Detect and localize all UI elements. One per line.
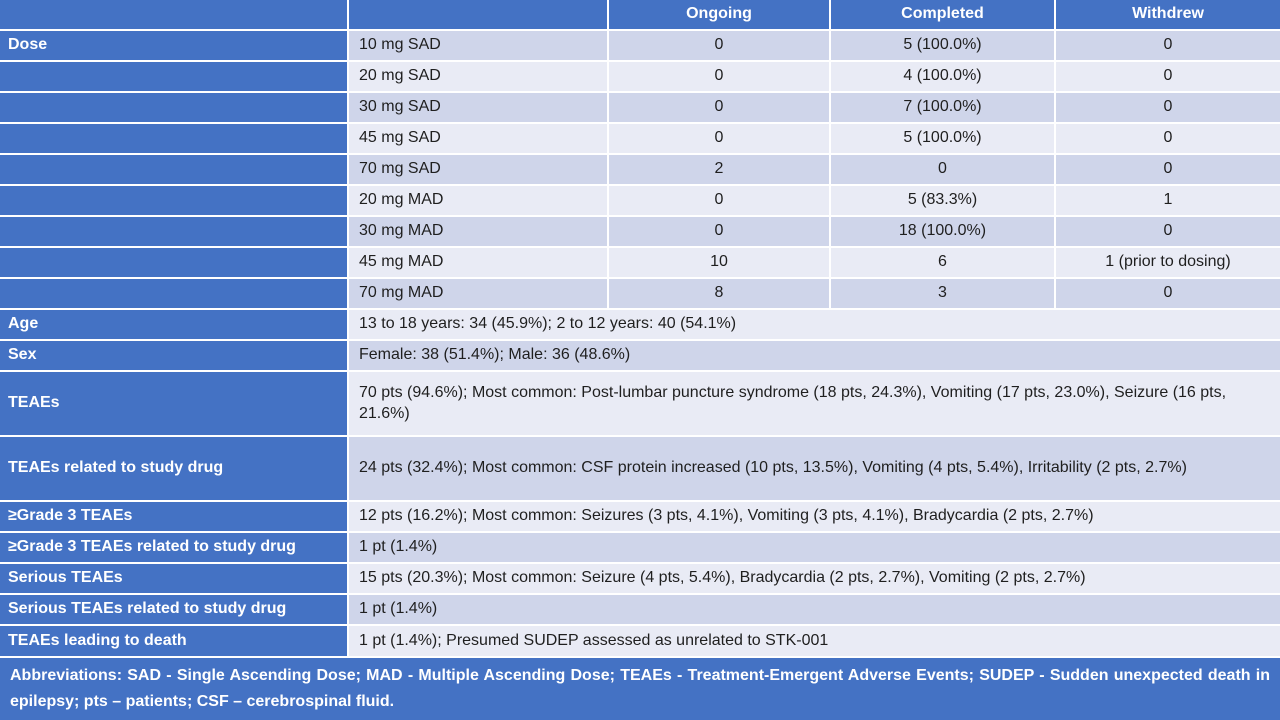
withdrew-cell: 0 bbox=[1054, 91, 1280, 124]
dose-row: 20 mg MAD 0 5 (83.3%) 1 bbox=[0, 184, 1280, 217]
row-label-cell: TEAEs leading to death bbox=[0, 624, 349, 657]
summary-row: Age 13 to 18 years: 34 (45.9%); 2 to 12 y… bbox=[0, 308, 1280, 341]
dose-row: 70 mg SAD 2 0 0 bbox=[0, 153, 1280, 186]
summary-row: ≥Grade 3 TEAEs 12 pts (16.2%); Most commo… bbox=[0, 500, 1280, 533]
ongoing-cell: 2 bbox=[607, 153, 831, 186]
ongoing-cell: 0 bbox=[607, 29, 831, 62]
completed-cell: 6 bbox=[829, 246, 1056, 279]
summary-row: TEAEs leading to death 1 pt (1.4%); Presu… bbox=[0, 624, 1280, 657]
dose-name-cell: 45 mg MAD bbox=[347, 246, 609, 279]
summary-row: Serious TEAEs 15 pts (20.3%); Most common… bbox=[0, 562, 1280, 595]
dose-row: 30 mg MAD 0 18 (100.0%) 0 bbox=[0, 215, 1280, 248]
dose-row: 30 mg SAD 0 7 (100.0%) 0 bbox=[0, 91, 1280, 124]
summary-value-cell: Female: 38 (51.4%); Male: 36 (48.6%) bbox=[347, 339, 1280, 372]
row-label-cell bbox=[0, 215, 349, 248]
row-label-cell: ≥Grade 3 TEAEs bbox=[0, 500, 349, 533]
summary-row: Sex Female: 38 (51.4%); Male: 36 (48.6%) bbox=[0, 339, 1280, 372]
withdrew-cell: 0 bbox=[1054, 277, 1280, 310]
withdrew-cell: 0 bbox=[1054, 153, 1280, 186]
summary-value-cell: 12 pts (16.2%); Most common: Seizures (3… bbox=[347, 500, 1280, 533]
completed-cell: 5 (100.0%) bbox=[829, 29, 1056, 62]
abbreviations-footer: Abbreviations: SAD - Single Ascending Do… bbox=[0, 658, 1280, 720]
withdrew-cell: 0 bbox=[1054, 215, 1280, 248]
header-cell-blank-1 bbox=[0, 0, 349, 31]
row-label-cell: TEAEs bbox=[0, 370, 349, 437]
clinical-study-table: Ongoing Completed Withdrew Dose 10 mg SAD… bbox=[0, 0, 1280, 657]
withdrew-cell: 1 (prior to dosing) bbox=[1054, 246, 1280, 279]
ongoing-cell: 10 bbox=[607, 246, 831, 279]
header-cell-withdrew: Withdrew bbox=[1054, 0, 1280, 31]
summary-value-cell: 1 pt (1.4%) bbox=[347, 531, 1280, 564]
dose-row: 20 mg SAD 0 4 (100.0%) 0 bbox=[0, 60, 1280, 93]
row-label-cell: Age bbox=[0, 308, 349, 341]
row-label-cell: Serious TEAEs bbox=[0, 562, 349, 595]
withdrew-cell: 0 bbox=[1054, 122, 1280, 155]
row-label-cell bbox=[0, 153, 349, 186]
completed-cell: 0 bbox=[829, 153, 1056, 186]
dose-name-cell: 70 mg SAD bbox=[347, 153, 609, 186]
ongoing-cell: 8 bbox=[607, 277, 831, 310]
completed-cell: 18 (100.0%) bbox=[829, 215, 1056, 248]
ongoing-cell: 0 bbox=[607, 60, 831, 93]
withdrew-cell: 0 bbox=[1054, 29, 1280, 62]
summary-value-cell: 1 pt (1.4%) bbox=[347, 593, 1280, 626]
row-label-cell: TEAEs related to study drug bbox=[0, 435, 349, 502]
dose-name-cell: 45 mg SAD bbox=[347, 122, 609, 155]
dose-row: 45 mg MAD 10 6 1 (prior to dosing) bbox=[0, 246, 1280, 279]
summary-value-cell: 70 pts (94.6%); Most common: Post-lumbar… bbox=[347, 370, 1280, 437]
completed-cell: 5 (83.3%) bbox=[829, 184, 1056, 217]
row-label-cell: ≥Grade 3 TEAEs related to study drug bbox=[0, 531, 349, 564]
table-body: Ongoing Completed Withdrew Dose 10 mg SAD… bbox=[0, 0, 1280, 657]
ongoing-cell: 0 bbox=[607, 215, 831, 248]
summary-row: Serious TEAEs related to study drug 1 pt … bbox=[0, 593, 1280, 626]
summary-row: TEAEs related to study drug 24 pts (32.4%… bbox=[0, 435, 1280, 502]
dose-row: 70 mg MAD 8 3 0 bbox=[0, 277, 1280, 310]
summary-row: ≥Grade 3 TEAEs related to study drug 1 pt… bbox=[0, 531, 1280, 564]
row-label-cell: Dose bbox=[0, 29, 349, 62]
dose-name-cell: 70 mg MAD bbox=[347, 277, 609, 310]
row-label-cell bbox=[0, 277, 349, 310]
header-cell-blank-2 bbox=[347, 0, 609, 31]
completed-cell: 5 (100.0%) bbox=[829, 122, 1056, 155]
withdrew-cell: 1 bbox=[1054, 184, 1280, 217]
completed-cell: 3 bbox=[829, 277, 1056, 310]
row-label-cell bbox=[0, 184, 349, 217]
ongoing-cell: 0 bbox=[607, 184, 831, 217]
completed-cell: 7 (100.0%) bbox=[829, 91, 1056, 124]
dose-row: 45 mg SAD 0 5 (100.0%) 0 bbox=[0, 122, 1280, 155]
summary-value-cell: 13 to 18 years: 34 (45.9%); 2 to 12 year… bbox=[347, 308, 1280, 341]
header-row: Ongoing Completed Withdrew bbox=[0, 0, 1280, 31]
ongoing-cell: 0 bbox=[607, 122, 831, 155]
dose-name-cell: 20 mg MAD bbox=[347, 184, 609, 217]
row-label-cell bbox=[0, 122, 349, 155]
summary-value-cell: 15 pts (20.3%); Most common: Seizure (4 … bbox=[347, 562, 1280, 595]
dose-name-cell: 30 mg MAD bbox=[347, 215, 609, 248]
summary-value-cell: 1 pt (1.4%); Presumed SUDEP assessed as … bbox=[347, 624, 1280, 657]
completed-cell: 4 (100.0%) bbox=[829, 60, 1056, 93]
withdrew-cell: 0 bbox=[1054, 60, 1280, 93]
header-cell-completed: Completed bbox=[829, 0, 1056, 31]
dose-name-cell: 10 mg SAD bbox=[347, 29, 609, 62]
dose-name-cell: 30 mg SAD bbox=[347, 91, 609, 124]
ongoing-cell: 0 bbox=[607, 91, 831, 124]
dose-row: Dose 10 mg SAD 0 5 (100.0%) 0 bbox=[0, 29, 1280, 62]
dose-name-cell: 20 mg SAD bbox=[347, 60, 609, 93]
row-label-cell bbox=[0, 60, 349, 93]
row-label-cell bbox=[0, 91, 349, 124]
summary-row: TEAEs 70 pts (94.6%); Most common: Post-l… bbox=[0, 370, 1280, 437]
row-label-cell: Sex bbox=[0, 339, 349, 372]
header-cell-ongoing: Ongoing bbox=[607, 0, 831, 31]
row-label-cell bbox=[0, 246, 349, 279]
row-label-cell: Serious TEAEs related to study drug bbox=[0, 593, 349, 626]
summary-value-cell: 24 pts (32.4%); Most common: CSF protein… bbox=[347, 435, 1280, 502]
